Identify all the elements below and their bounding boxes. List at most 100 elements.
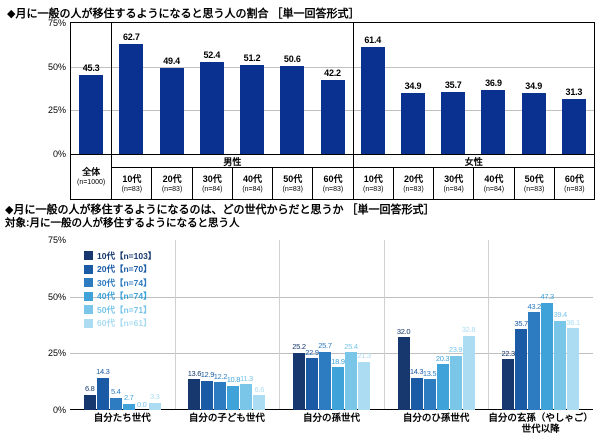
axis-cell-n: (n=83) bbox=[362, 185, 384, 193]
bar-value-label: 35.7 bbox=[444, 79, 462, 90]
bar bbox=[502, 359, 515, 410]
axis-cell: 50代 (n=83) bbox=[272, 168, 312, 199]
bar-value-label: 35.7 bbox=[514, 318, 528, 328]
y-axis-tick-label: 25% bbox=[47, 348, 66, 359]
axis-cell-label: 50代 bbox=[524, 173, 544, 184]
bar bbox=[360, 46, 385, 154]
bar bbox=[109, 397, 122, 410]
legend-label: 30代【n=74】 bbox=[97, 277, 152, 288]
axis-cell-n: (n=83) bbox=[564, 185, 585, 193]
bar-value-label: 32.8 bbox=[461, 325, 476, 335]
bar-value-label: 34.9 bbox=[525, 81, 542, 92]
y-axis-tick-label: 0% bbox=[52, 149, 66, 159]
bar-value-label: 22.9 bbox=[305, 347, 319, 357]
axis-cell: 40代 (n=84) bbox=[231, 168, 272, 199]
y-axis-tick-label: 50% bbox=[47, 291, 66, 302]
axis-cell: 20代 (n=83) bbox=[392, 168, 433, 199]
bar-value-label: 45.3 bbox=[82, 62, 100, 73]
legend-swatch bbox=[84, 278, 93, 288]
axis-cell-label: 30代 bbox=[444, 173, 464, 184]
bar-value-label: 18.9 bbox=[331, 356, 345, 366]
bar bbox=[240, 384, 253, 410]
axis-cell-n: (n=1000) bbox=[77, 179, 106, 186]
bar-value-label: 25.4 bbox=[344, 341, 358, 351]
bar bbox=[397, 337, 410, 410]
legend-label: 60代【n=61】 bbox=[97, 318, 152, 329]
bar bbox=[400, 93, 425, 154]
bar bbox=[188, 379, 201, 410]
axis-cell-n: (n=84) bbox=[242, 185, 263, 193]
axis-cell: 30代 (n=84) bbox=[191, 168, 232, 199]
grid-line bbox=[70, 296, 593, 298]
bar-value-label: 32.0 bbox=[396, 326, 411, 336]
bar-value-label: 14.3 bbox=[96, 367, 110, 377]
legend-item: 20代【n=70】 bbox=[84, 263, 156, 277]
bar bbox=[280, 65, 305, 154]
group-separator bbox=[279, 240, 281, 410]
bar-value-label: 25.7 bbox=[318, 341, 332, 351]
bar-value-label: 36.9 bbox=[485, 77, 502, 88]
bar-value-label: 14.3 bbox=[409, 367, 424, 377]
bar-value-label: 12.9 bbox=[200, 370, 215, 380]
bar bbox=[240, 64, 265, 154]
bar bbox=[79, 74, 104, 154]
category-label: 自分のひ孫世代 bbox=[402, 413, 470, 424]
bar bbox=[214, 382, 227, 410]
axis-cell: 50代 (n=83) bbox=[513, 168, 554, 199]
chart2-subtitle: 対象:月に一般の人が移住するようになると思う人 bbox=[5, 217, 240, 229]
bar-value-label: 50.6 bbox=[283, 53, 301, 64]
bar bbox=[521, 93, 546, 154]
axis-cell: 60代 (n=83) bbox=[312, 168, 352, 199]
axis-cell: 30代 (n=84) bbox=[433, 168, 473, 199]
bar-value-label: 23.9 bbox=[448, 345, 463, 355]
bar-value-label: 42.2 bbox=[324, 68, 341, 79]
bar-value-label: 31.3 bbox=[565, 87, 583, 98]
axis-cell-label: 50代 bbox=[283, 173, 303, 184]
bar bbox=[96, 377, 109, 410]
bar bbox=[148, 402, 161, 410]
axis-cell-label: 30代 bbox=[202, 173, 222, 184]
bar-value-label: 34.9 bbox=[404, 81, 422, 92]
bar-value-label: 21.3 bbox=[357, 351, 371, 361]
legend-item: 30代【n=74】 bbox=[84, 276, 156, 290]
legend-label: 50代【n=71】 bbox=[97, 304, 152, 315]
bar bbox=[358, 361, 370, 410]
bar bbox=[561, 99, 586, 154]
bar-value-label: 62.7 bbox=[122, 32, 140, 43]
axis-cell-n: (n=83) bbox=[121, 185, 143, 193]
bar bbox=[567, 328, 580, 410]
bar-value-label: 52.4 bbox=[203, 50, 221, 61]
axis-cell-label: 40代 bbox=[243, 173, 263, 184]
group-separator bbox=[111, 23, 113, 154]
axis-cell-label: 20代 bbox=[162, 173, 182, 184]
bar-value-label: 51.2 bbox=[243, 52, 261, 63]
axis-cell-n: (n=84) bbox=[443, 185, 464, 193]
axis-cell-label: 10代 bbox=[363, 173, 383, 184]
bar bbox=[528, 312, 541, 410]
bar bbox=[293, 352, 305, 410]
legend-label: 10代【n=103】 bbox=[97, 250, 157, 261]
y-axis-tick-label: 25% bbox=[47, 105, 66, 116]
axis-cells: 10代 (n=83) 20代 (n=83) 30代 (n=84) 40代 (n=84) 50代(… bbox=[112, 168, 352, 199]
chart2-plot: 6.8 14.3 5.4 2.7 0.0 3.3 13.6 12.9 12.2 10.8 11.3 6… bbox=[70, 240, 593, 410]
y-axis-tick-label: 50% bbox=[47, 61, 66, 72]
chart1-category-axis: 全体 (n=1000) 男性 10代 (n=83) 20代 (n=83) 30代 (n=84) 4… bbox=[70, 155, 595, 200]
legend-label: 40代【n=74】 bbox=[97, 291, 152, 302]
category-label: 自分たち世代 bbox=[93, 413, 151, 424]
group-separator bbox=[383, 240, 385, 410]
bar-value-label: 0.0 bbox=[137, 399, 147, 409]
legend-swatch bbox=[84, 291, 93, 301]
axis-group-header: 女性 bbox=[353, 155, 594, 168]
legend-label: 20代【n=70】 bbox=[97, 264, 152, 275]
axis-cell-n: (n=84) bbox=[483, 185, 505, 193]
bar bbox=[436, 364, 449, 410]
bar bbox=[441, 91, 466, 154]
bar bbox=[119, 44, 144, 154]
chart1-title: ◆月に一般の人が移住するようになると思う人の割合 ［単一回答形式］ bbox=[7, 8, 360, 20]
chart2-legend: 10代【n=103】 20代【n=70】 30代【n=74】 40代【n=74】 50代… bbox=[84, 249, 156, 330]
bar-value-label: 6.8 bbox=[85, 384, 95, 394]
axis-merged-cell: 全体 (n=1000) bbox=[71, 155, 111, 199]
bar-value-label: 2.7 bbox=[124, 393, 134, 403]
legend-swatch bbox=[84, 318, 93, 328]
bar bbox=[227, 385, 240, 410]
